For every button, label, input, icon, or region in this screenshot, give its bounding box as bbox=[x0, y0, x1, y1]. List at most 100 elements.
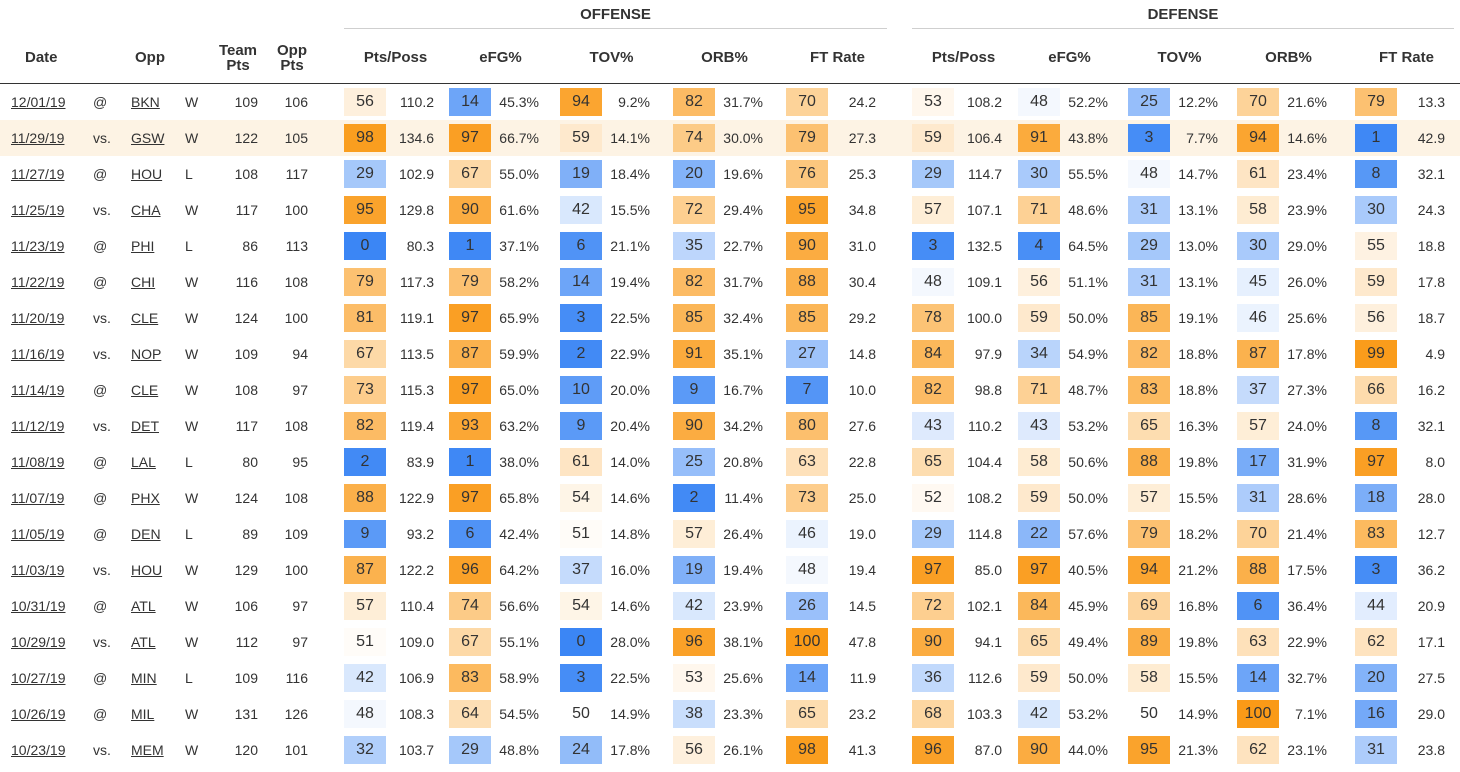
game-date-link[interactable]: 12/01/19 bbox=[11, 94, 66, 110]
off-orb-value: 19.4% bbox=[723, 562, 763, 578]
header-def-efg[interactable]: eFG% bbox=[1048, 49, 1091, 66]
game-date-link[interactable]: 10/23/19 bbox=[11, 742, 66, 758]
off-ft-rate-value: 14.8 bbox=[848, 346, 876, 362]
opponent-link[interactable]: CLE bbox=[131, 382, 159, 398]
game-date-link[interactable]: 11/16/19 bbox=[11, 346, 65, 362]
opponent-link[interactable]: PHX bbox=[131, 490, 160, 506]
opponent-link[interactable]: PHI bbox=[131, 238, 155, 254]
header-off-tov[interactable]: TOV% bbox=[589, 49, 634, 66]
team-pts: 80 bbox=[242, 454, 258, 470]
off-tov-percentile: 3 bbox=[560, 304, 602, 332]
opponent-link[interactable]: HOU bbox=[131, 166, 163, 182]
off-orb-percentile: 85 bbox=[673, 304, 715, 332]
game-date-link[interactable]: 11/25/19 bbox=[11, 202, 65, 218]
header-opp[interactable]: Opp bbox=[135, 49, 165, 66]
game-date-link[interactable]: 11/07/19 bbox=[11, 490, 65, 506]
off-orb-percentile: 82 bbox=[673, 268, 715, 296]
def-tov-value: 13.0% bbox=[1178, 238, 1218, 254]
off-orb-value: 26.1% bbox=[723, 742, 763, 758]
header-date[interactable]: Date bbox=[25, 49, 58, 66]
off-orb-value: 11.4% bbox=[724, 490, 763, 506]
opponent-link[interactable]: GSW bbox=[131, 130, 165, 146]
def-efg-percentile: 84 bbox=[1018, 592, 1060, 620]
def-efg-value: 50.6% bbox=[1068, 454, 1108, 470]
header-off-orb[interactable]: ORB% bbox=[701, 49, 748, 66]
def-tov-value: 7.7% bbox=[1186, 130, 1218, 146]
off-efg-percentile: 64 bbox=[449, 700, 491, 728]
def-pts-poss-value: 102.1 bbox=[966, 598, 1002, 614]
def-orb-value: 25.6% bbox=[1287, 310, 1327, 326]
game-date-link[interactable]: 11/14/19 bbox=[11, 382, 65, 398]
def-orb-value: 23.9% bbox=[1287, 202, 1327, 218]
header-team-pts[interactable]: Team Pts bbox=[216, 43, 260, 73]
opponent-link[interactable]: MEM bbox=[131, 742, 164, 758]
def-ft-rate-value: 16.2 bbox=[1417, 382, 1445, 398]
location: vs. bbox=[93, 562, 111, 578]
header-off-pts-poss[interactable]: Pts/Poss bbox=[363, 49, 428, 66]
off-pts-poss-value: 80.3 bbox=[406, 238, 434, 254]
opponent-link[interactable]: DET bbox=[131, 418, 159, 434]
def-ft-rate-percentile: 30 bbox=[1355, 196, 1397, 224]
game-date-link[interactable]: 11/29/19 bbox=[11, 130, 65, 146]
game-date-link[interactable]: 10/27/19 bbox=[11, 670, 66, 686]
def-efg-value: 50.0% bbox=[1068, 490, 1108, 506]
off-efg-percentile: 97 bbox=[449, 376, 491, 404]
header-opp-pts[interactable]: Opp Pts bbox=[270, 43, 314, 73]
off-efg-percentile: 14 bbox=[449, 88, 491, 116]
off-tov-percentile: 42 bbox=[560, 196, 602, 224]
opponent-link[interactable]: CHI bbox=[131, 274, 156, 290]
game-date-link[interactable]: 11/22/19 bbox=[11, 274, 65, 290]
result: W bbox=[185, 634, 199, 650]
off-tov-value: 20.0% bbox=[610, 382, 650, 398]
off-orb-value: 30.0% bbox=[723, 130, 763, 146]
header-off-ft-rate[interactable]: FT Rate bbox=[809, 49, 865, 66]
off-tov-value: 19.4% bbox=[610, 274, 650, 290]
location: @ bbox=[93, 490, 108, 506]
game-date-link[interactable]: 11/12/19 bbox=[11, 418, 65, 434]
header-def-ft-rate[interactable]: FT Rate bbox=[1378, 49, 1434, 66]
opponent-link[interactable]: NOP bbox=[131, 346, 162, 362]
header-off-efg[interactable]: eFG% bbox=[479, 49, 522, 66]
opponent-link[interactable]: HOU bbox=[131, 562, 163, 578]
def-pts-poss-percentile: 90 bbox=[912, 628, 954, 656]
def-tov-percentile: 94 bbox=[1128, 556, 1170, 584]
def-efg-percentile: 22 bbox=[1018, 520, 1060, 548]
game-date-link[interactable]: 11/03/19 bbox=[11, 562, 65, 578]
opponent-link[interactable]: DEN bbox=[131, 526, 161, 542]
off-tov-percentile: 37 bbox=[560, 556, 602, 584]
game-date-link[interactable]: 11/05/19 bbox=[11, 526, 65, 542]
game-date-link[interactable]: 11/08/19 bbox=[11, 454, 65, 470]
def-ft-rate-value: 12.7 bbox=[1417, 526, 1445, 542]
off-ft-rate-percentile: 95 bbox=[786, 196, 828, 224]
def-orb-value: 14.6% bbox=[1287, 130, 1327, 146]
game-date-link[interactable]: 10/31/19 bbox=[11, 598, 66, 614]
off-tov-percentile: 6 bbox=[560, 232, 602, 260]
header-def-orb[interactable]: ORB% bbox=[1265, 49, 1312, 66]
opponent-link[interactable]: CHA bbox=[131, 202, 161, 218]
off-pts-poss-value: 110.2 bbox=[400, 94, 434, 110]
opponent-link[interactable]: MIL bbox=[131, 706, 155, 722]
opponent-link[interactable]: ATL bbox=[131, 598, 156, 614]
opponent-link[interactable]: MIN bbox=[131, 670, 157, 686]
opponent-link[interactable]: BKN bbox=[131, 94, 160, 110]
team-pts: 117 bbox=[235, 418, 258, 434]
off-ft-rate-percentile: 85 bbox=[786, 304, 828, 332]
game-date-link[interactable]: 10/26/19 bbox=[11, 706, 66, 722]
game-date-link[interactable]: 11/20/19 bbox=[11, 310, 65, 326]
off-orb-percentile: 56 bbox=[673, 736, 715, 764]
opp-pts: 100 bbox=[284, 202, 308, 218]
game-date-link[interactable]: 11/27/19 bbox=[11, 166, 65, 182]
off-efg-percentile: 97 bbox=[449, 304, 491, 332]
game-date-link[interactable]: 10/29/19 bbox=[11, 634, 66, 650]
def-ft-rate-percentile: 8 bbox=[1355, 412, 1397, 440]
header-def-pts-poss[interactable]: Pts/Poss bbox=[931, 49, 996, 66]
def-tov-percentile: 31 bbox=[1128, 268, 1170, 296]
off-orb-percentile: 42 bbox=[673, 592, 715, 620]
opponent-link[interactable]: CLE bbox=[131, 310, 159, 326]
opponent-link[interactable]: ATL bbox=[131, 634, 156, 650]
header-def-tov[interactable]: TOV% bbox=[1157, 49, 1202, 66]
game-date-link[interactable]: 11/23/19 bbox=[11, 238, 65, 254]
opponent-link[interactable]: LAL bbox=[131, 454, 156, 470]
off-pts-poss-percentile: 88 bbox=[344, 484, 386, 512]
def-efg-percentile: 71 bbox=[1018, 376, 1060, 404]
